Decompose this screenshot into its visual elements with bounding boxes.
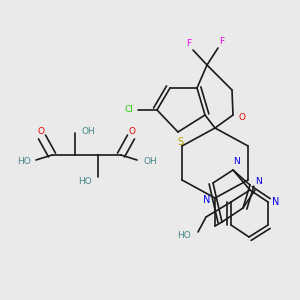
Text: O: O: [128, 127, 136, 136]
Text: HO: HO: [177, 232, 191, 241]
Text: OH: OH: [81, 127, 95, 136]
Text: S: S: [177, 137, 183, 147]
Text: N: N: [232, 157, 239, 166]
Text: F: F: [186, 38, 192, 47]
Text: HO: HO: [17, 158, 31, 166]
Text: OH: OH: [143, 158, 157, 166]
Text: N: N: [203, 195, 211, 205]
Text: Cl: Cl: [124, 106, 134, 115]
Text: N: N: [256, 178, 262, 187]
Text: HO: HO: [78, 176, 92, 185]
Text: N: N: [272, 197, 280, 207]
Text: F: F: [219, 37, 225, 46]
Text: O: O: [238, 112, 245, 122]
Text: O: O: [38, 127, 44, 136]
